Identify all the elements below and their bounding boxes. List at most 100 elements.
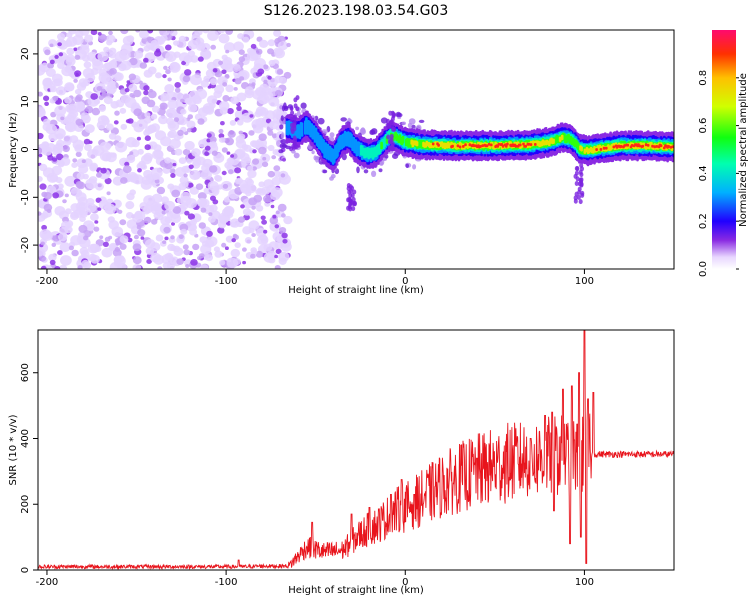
noise-blob: [98, 105, 107, 112]
noise-blob: [43, 95, 50, 102]
noise-blob: [214, 250, 223, 258]
noise-blob: [214, 174, 221, 181]
noise-blob: [71, 162, 78, 168]
noise-blob: [164, 252, 174, 261]
ridge-segment: [380, 141, 383, 150]
noise-blob: [170, 30, 178, 37]
noise-blob: [221, 54, 228, 61]
noise-blob: [55, 86, 67, 96]
noise-blob: [108, 133, 117, 140]
noise-blob: [250, 43, 257, 49]
noise-blob: [160, 93, 170, 102]
noise-blob: [219, 107, 228, 115]
x-tick-label: 0: [402, 276, 408, 287]
ridge-segment: [395, 133, 398, 142]
y-tick-label: 0: [20, 567, 31, 573]
noise-blob: [252, 149, 257, 154]
noise-blob: [315, 155, 319, 163]
snr-panel: -200 -100 0 100 0 200 400 600 Height of straigh…: [8, 329, 675, 596]
streak-blob: [573, 198, 578, 204]
streak-blob: [293, 103, 298, 109]
noise-blob: [268, 59, 276, 67]
noise-blob: [227, 130, 236, 138]
noise-blob: [274, 265, 281, 269]
noise-blob: [154, 130, 167, 141]
noise-blob: [136, 225, 142, 230]
noise-blob: [221, 242, 227, 248]
noise-blob: [371, 170, 377, 177]
noise-blob: [182, 244, 189, 250]
streak-blob: [577, 186, 582, 192]
noise-blob: [252, 166, 257, 171]
noise-blob: [191, 148, 201, 157]
noise-blob: [59, 242, 71, 253]
ridge-segment: [595, 148, 598, 151]
noise-blob: [64, 175, 77, 187]
noise-blob: [84, 144, 92, 151]
noise-blob: [64, 193, 69, 198]
noise-blob: [218, 128, 224, 134]
noise-blob: [163, 226, 171, 234]
noise-blob: [241, 112, 253, 123]
noise-blob: [282, 239, 288, 244]
noise-blob: [283, 71, 292, 79]
noise-blob: [247, 169, 257, 179]
noise-blob: [126, 80, 131, 84]
noise-blob: [188, 90, 199, 100]
noise-blob: [158, 115, 168, 125]
noise-blob: [167, 77, 172, 82]
noise-blob: [208, 215, 216, 223]
noise-blob: [187, 50, 196, 58]
noise-blob: [75, 151, 82, 157]
noise-blob: [200, 207, 207, 213]
noise-blob: [267, 75, 272, 80]
noise-blob: [221, 63, 229, 70]
noise-blob: [169, 168, 176, 174]
noise-blob: [256, 187, 263, 194]
noise-blob: [76, 206, 86, 215]
x-tick-label: -200: [36, 577, 59, 588]
noise-blob: [267, 144, 275, 152]
noise-blob: [234, 178, 242, 185]
noise-blob: [209, 141, 218, 149]
noise-blob: [237, 216, 246, 223]
noise-blob: [237, 33, 244, 40]
noise-blob: [182, 75, 191, 83]
noise-blob: [277, 41, 289, 51]
noise-blob: [180, 228, 188, 235]
noise-blob: [164, 200, 176, 211]
ridge-segment: [429, 142, 433, 149]
noise-blob: [58, 52, 64, 57]
noise-blob: [154, 179, 160, 184]
noise-blob: [165, 69, 171, 75]
noise-blob: [181, 165, 190, 173]
streak-blob: [348, 200, 353, 206]
streak-blob: [391, 126, 395, 132]
noise-blob: [104, 177, 112, 185]
ridge-segment: [623, 144, 626, 147]
noise-blob: [340, 117, 348, 122]
ridge-segment: [425, 140, 429, 147]
noise-blob: [271, 155, 277, 160]
noise-blob: [73, 47, 78, 52]
noise-blob: [40, 265, 47, 269]
noise-blob: [129, 151, 134, 155]
noise-blob: [125, 137, 137, 148]
streak-blob: [385, 122, 390, 128]
noise-blob: [384, 154, 389, 159]
ridge-segment: [583, 148, 587, 154]
noise-blob: [233, 87, 238, 91]
noise-blob: [70, 212, 79, 220]
noise-blob: [96, 86, 103, 91]
y-tick-label: 600: [20, 363, 31, 382]
noise-blob: [78, 78, 89, 87]
noise-blob: [38, 91, 43, 97]
noise-blob: [45, 68, 56, 77]
streak-blob: [390, 145, 395, 151]
noise-blob: [81, 159, 86, 163]
noise-blob: [273, 30, 282, 37]
noise-blob: [248, 130, 255, 136]
noise-blob: [119, 107, 127, 114]
ridge-segment: [612, 145, 616, 149]
y-tick-label: -20: [20, 237, 31, 253]
